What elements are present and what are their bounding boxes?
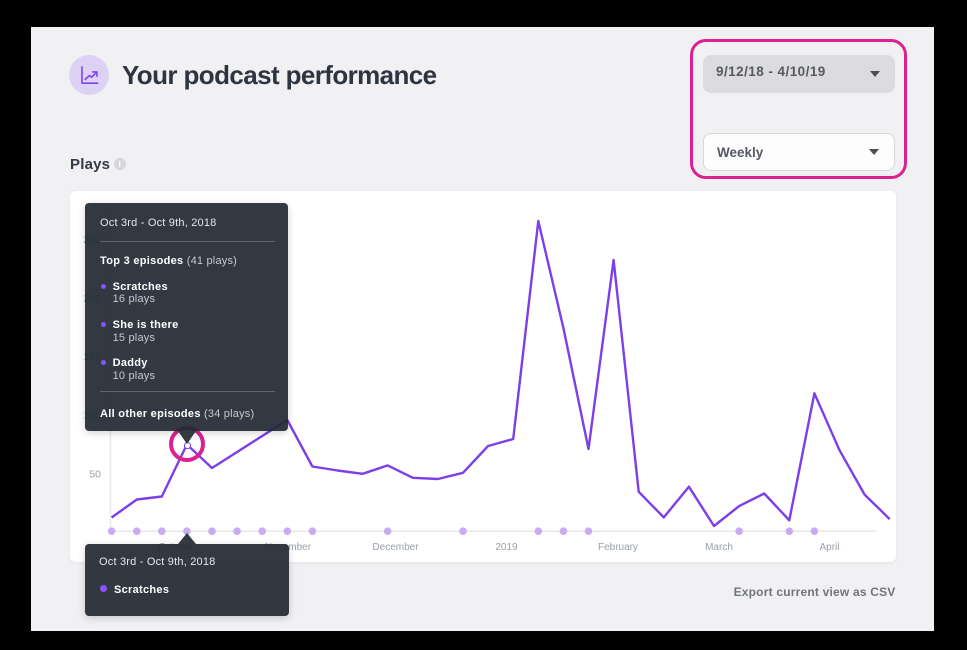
svg-text:50: 50	[89, 469, 101, 481]
svg-text:2019: 2019	[495, 542, 518, 553]
svg-text:March: March	[705, 542, 733, 553]
svg-text:February: February	[598, 542, 638, 553]
svg-text:April: April	[819, 542, 839, 553]
svg-text:December: December	[372, 542, 419, 553]
